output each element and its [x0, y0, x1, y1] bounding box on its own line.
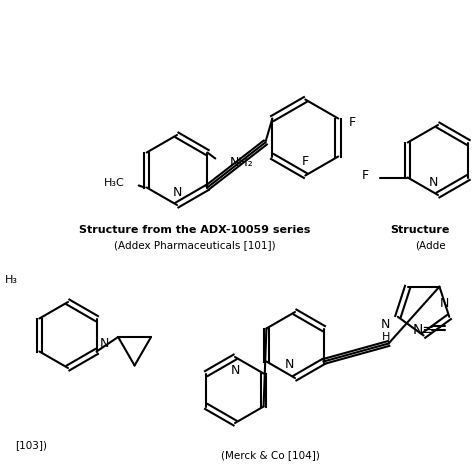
Text: (Addex Pharmaceuticals [101]): (Addex Pharmaceuticals [101])	[114, 240, 276, 250]
Text: N: N	[381, 319, 391, 331]
Text: N: N	[428, 176, 438, 190]
Text: F: F	[362, 169, 369, 182]
Text: N: N	[230, 365, 240, 377]
Text: N: N	[100, 337, 109, 350]
Text: Structure from the ADX-10059 series: Structure from the ADX-10059 series	[79, 225, 310, 235]
Text: Structure: Structure	[390, 225, 450, 235]
Text: N≡: N≡	[413, 323, 435, 337]
Text: H₃C: H₃C	[104, 177, 125, 188]
Text: N: N	[439, 297, 449, 310]
Text: H₃: H₃	[5, 275, 18, 285]
Text: F: F	[302, 155, 309, 168]
Text: [103]): [103])	[15, 440, 47, 450]
Text: NH₂: NH₂	[229, 156, 253, 169]
Text: (Adde: (Adde	[415, 240, 446, 250]
Text: F: F	[349, 116, 356, 129]
Text: H: H	[382, 332, 390, 342]
Text: N: N	[284, 357, 294, 371]
Text: N: N	[173, 186, 182, 200]
Text: (Merck & Co [104]): (Merck & Co [104])	[220, 450, 319, 460]
